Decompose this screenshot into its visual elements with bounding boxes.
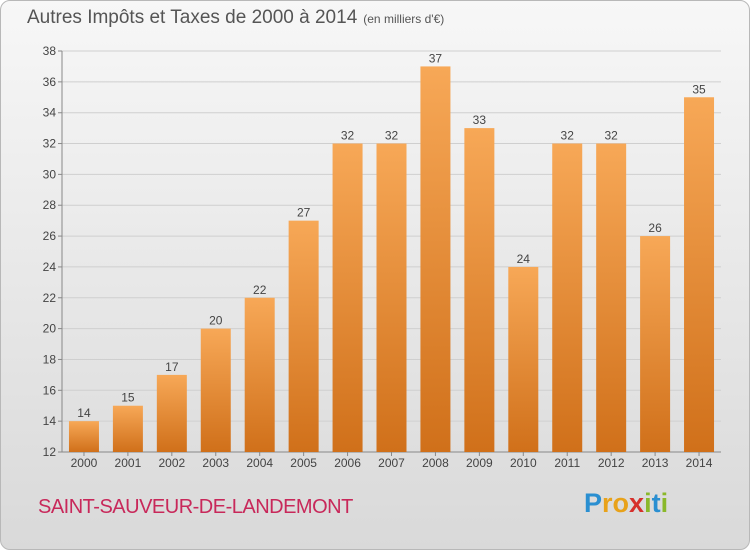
bar bbox=[376, 143, 407, 453]
bar bbox=[156, 374, 187, 452]
data-label: 32 bbox=[604, 129, 618, 143]
bar bbox=[244, 297, 275, 452]
y-tick-label: 16 bbox=[43, 383, 57, 397]
bar bbox=[112, 405, 143, 452]
x-tick-label: 2001 bbox=[115, 456, 142, 470]
x-tick-label: 2014 bbox=[686, 456, 713, 470]
x-tick-label: 2011 bbox=[554, 456, 580, 470]
bar bbox=[420, 66, 451, 452]
x-tick-label: 2005 bbox=[290, 456, 317, 470]
bar bbox=[68, 421, 99, 452]
logo-letter: r bbox=[602, 488, 613, 518]
data-label: 24 bbox=[517, 252, 531, 266]
bar bbox=[596, 143, 627, 453]
data-label: 33 bbox=[473, 113, 487, 127]
y-tick-label: 30 bbox=[43, 167, 57, 181]
x-tick-label: 2010 bbox=[510, 456, 537, 470]
y-tick-label: 38 bbox=[43, 44, 57, 58]
bar bbox=[684, 97, 715, 453]
logo-letter: i bbox=[660, 488, 669, 518]
data-label: 22 bbox=[253, 283, 267, 297]
y-tick-label: 22 bbox=[43, 291, 57, 305]
data-label: 15 bbox=[121, 391, 135, 405]
x-tick-label: 2012 bbox=[598, 456, 625, 470]
data-label: 37 bbox=[429, 51, 443, 65]
bar bbox=[288, 220, 319, 452]
bar bbox=[200, 328, 231, 452]
chart-subtitle: (en milliers d'€) bbox=[363, 12, 445, 26]
data-labels: 14 15 17 20 22 27 32 32 37 33 24 32 32 26 35 bbox=[77, 51, 706, 420]
proxiti-logo: Proxiti bbox=[584, 488, 668, 519]
data-label: 17 bbox=[165, 360, 179, 374]
data-label: 27 bbox=[297, 206, 311, 220]
y-tick-label: 32 bbox=[43, 137, 57, 151]
y-tick-label: 26 bbox=[43, 229, 57, 243]
data-label: 32 bbox=[385, 129, 399, 143]
data-label: 26 bbox=[648, 221, 662, 235]
x-tick-label: 2006 bbox=[334, 456, 361, 470]
chart-title-text: Autres Impôts et Taxes de 2000 à 2014 bbox=[27, 7, 358, 28]
x-tick-label: 2007 bbox=[378, 456, 405, 470]
logo-letter: o bbox=[612, 488, 630, 518]
logo-letter: i bbox=[644, 488, 652, 518]
data-label: 32 bbox=[561, 129, 575, 143]
x-tick-label: 2000 bbox=[71, 456, 98, 470]
data-label: 20 bbox=[209, 314, 223, 328]
x-tick-label: 2002 bbox=[158, 456, 185, 470]
x-tick-label: 2009 bbox=[466, 456, 493, 470]
y-tick-label: 28 bbox=[43, 198, 57, 212]
town-name: SAINT-SAUVEUR-DE-LANDEMONT bbox=[38, 496, 353, 518]
data-label: 32 bbox=[341, 129, 355, 143]
x-tick-label: 2004 bbox=[246, 456, 273, 470]
x-tick-label: 2008 bbox=[422, 456, 449, 470]
y-tick-label: 24 bbox=[43, 260, 57, 274]
logo-letter: t bbox=[651, 488, 661, 518]
x-tick-label: 2003 bbox=[202, 456, 229, 470]
x-tick-label: 2013 bbox=[642, 456, 669, 470]
y-tick-label: 34 bbox=[43, 106, 57, 120]
bar bbox=[332, 143, 363, 453]
bar bbox=[552, 143, 583, 453]
y-tick-label: 14 bbox=[43, 414, 57, 428]
logo-letter: P bbox=[584, 488, 603, 518]
chart-title: Autres Impôts et Taxes de 2000 à 2014 (en… bbox=[27, 7, 444, 29]
bar bbox=[640, 236, 671, 452]
bar bbox=[508, 266, 539, 452]
y-tick-label: 18 bbox=[43, 352, 57, 366]
logo-letter: x bbox=[629, 488, 645, 518]
data-label: 35 bbox=[692, 82, 706, 96]
y-tick-label: 20 bbox=[43, 322, 57, 336]
bars bbox=[68, 66, 715, 453]
bar bbox=[464, 128, 495, 452]
y-tick-label: 12 bbox=[43, 445, 57, 459]
y-tick-label: 36 bbox=[43, 75, 57, 89]
data-label: 14 bbox=[77, 406, 91, 420]
